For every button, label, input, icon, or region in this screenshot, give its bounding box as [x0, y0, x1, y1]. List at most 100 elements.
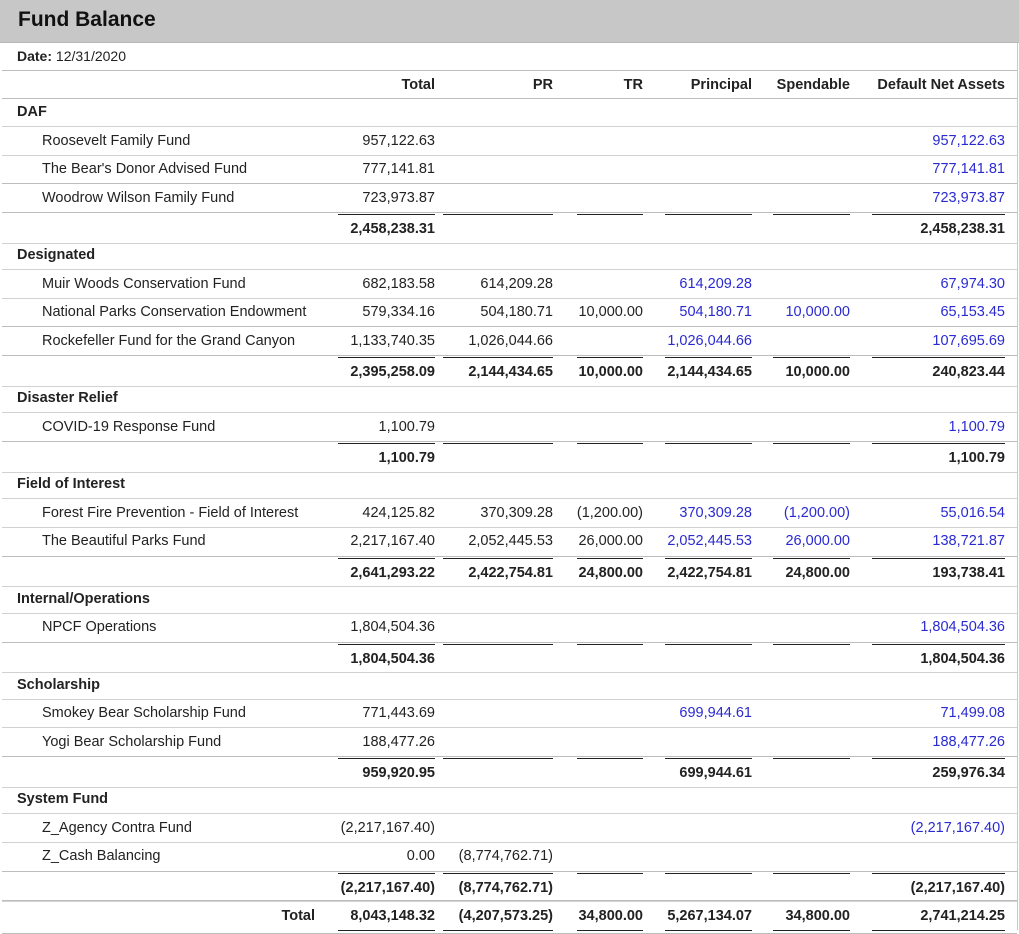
value-default-net-assets: 1,804,504.36 [920, 619, 1005, 635]
row-divider [2, 756, 1017, 757]
fund-name: COVID-19 Response Fund [42, 418, 216, 435]
value-principal: 370,309.28 [679, 504, 752, 521]
subtotal-rule [773, 557, 850, 559]
value-default-net-assets: 1,804,504.36 [920, 650, 1005, 667]
subtotal-rule [577, 357, 643, 358]
value-total: 0.00 [406, 848, 435, 864]
column-header-principal: Principal [690, 77, 752, 93]
value-default-net-assets: 65,153.45 [940, 304, 1005, 320]
row-divider [2, 412, 1017, 413]
value-tr: 10,000.00 [578, 304, 643, 320]
category-heading: Internal/Operations [17, 590, 150, 607]
subtotal-rule [773, 929, 850, 931]
fund-name: National Parks Conservation Endowment [42, 304, 307, 320]
row-divider [2, 355, 1017, 356]
row-divider [2, 297, 1017, 299]
subtotal-rule [443, 643, 553, 645]
value-default-net-assets: 138,721.87 [932, 533, 1005, 549]
row-divider [2, 899, 1017, 901]
value-total: 579,334.16 [362, 304, 435, 320]
subtotal-rule [338, 643, 435, 645]
value-total: 2,217,167.40 [350, 533, 435, 549]
category-heading: DAF [17, 104, 47, 120]
row-divider [2, 98, 1017, 99]
row-divider [2, 813, 1017, 814]
fund-name: Z_Cash Balancing [42, 848, 161, 864]
row-divider [2, 932, 1017, 934]
subtotal-rule [872, 357, 1005, 358]
value-total: 1,133,740.35 [350, 332, 435, 349]
row-divider [2, 183, 1017, 184]
subtotal-rule [577, 758, 643, 759]
fund-name: Woodrow Wilson Family Fund [42, 189, 235, 206]
value-default-net-assets: 2,741,214.25 [920, 907, 1005, 924]
row-divider [2, 154, 1017, 156]
value-default-net-assets: (2,217,167.40) [910, 879, 1005, 896]
category-heading: Disaster Relief [17, 390, 118, 406]
value-default-net-assets: 723,973.87 [932, 189, 1005, 206]
subtotal-rule [665, 557, 752, 559]
value-total: 1,100.79 [378, 418, 435, 435]
subtotal-rule [872, 872, 1005, 874]
subtotal-rule [338, 214, 435, 215]
report-date: Date: 12/31/2020 [17, 48, 126, 64]
row-divider [2, 326, 1017, 327]
value-pr: 1,026,044.66 [468, 332, 553, 349]
value-default-net-assets: 193,738.41 [932, 564, 1005, 581]
value-tr: 10,000.00 [578, 364, 643, 380]
value-principal: 2,422,754.81 [667, 564, 752, 581]
subtotal-rule [872, 443, 1005, 444]
row-divider [2, 126, 1017, 127]
subtotal-rule [338, 443, 435, 444]
date-value: 12/31/2020 [55, 48, 126, 64]
value-default-net-assets: 957,122.63 [932, 132, 1005, 149]
value-default-net-assets: 259,976.34 [932, 765, 1005, 781]
value-total: 959,920.95 [362, 765, 435, 781]
subtotal-rule [577, 214, 643, 215]
report-title: Fund Balance [18, 8, 156, 31]
value-default-net-assets: 67,974.30 [940, 275, 1005, 292]
value-pr: (4,207,573.25) [458, 907, 553, 924]
grand-total-label: Total [281, 907, 315, 924]
subtotal-rule [443, 443, 553, 444]
value-total: 2,641,293.22 [350, 564, 435, 581]
fund-name: NPCF Operations [42, 619, 157, 635]
value-total: 777,141.81 [362, 161, 435, 177]
subtotal-rule [338, 357, 435, 358]
report-title-bar: Fund Balance [0, 0, 1019, 43]
row-divider [2, 672, 1017, 673]
value-tr: 34,800.00 [578, 907, 643, 924]
subtotal-rule [443, 872, 553, 874]
value-pr: 504,180.71 [480, 304, 553, 320]
value-principal: 2,052,445.53 [667, 533, 752, 549]
subtotal-rule [665, 758, 752, 759]
subtotal-rule [872, 929, 1005, 931]
fund-name: Roosevelt Family Fund [42, 132, 191, 149]
value-default-net-assets: (2,217,167.40) [910, 819, 1005, 836]
fund-name: Z_Agency Contra Fund [42, 819, 192, 836]
subtotal-rule [665, 357, 752, 358]
value-pr: 2,422,754.81 [468, 564, 553, 581]
subtotal-rule [577, 643, 643, 645]
category-heading: Field of Interest [17, 476, 125, 492]
value-total: 957,122.63 [362, 132, 435, 149]
subtotal-rule [577, 929, 643, 931]
category-heading: Scholarship [17, 676, 100, 693]
value-default-net-assets: 777,141.81 [932, 161, 1005, 177]
value-default-net-assets: 1,100.79 [948, 450, 1005, 466]
subtotal-rule [872, 758, 1005, 759]
subtotal-rule [338, 872, 435, 874]
subtotal-rule [773, 357, 850, 358]
row-divider [2, 242, 1017, 244]
column-header-tr: TR [623, 77, 643, 93]
value-spendable: 10,000.00 [785, 364, 850, 380]
row-divider [2, 70, 1017, 71]
row-divider [2, 586, 1017, 587]
subtotal-rule [443, 557, 553, 559]
value-default-net-assets: 240,823.44 [932, 364, 1005, 380]
fund-name: The Bear's Donor Advised Fund [42, 161, 248, 177]
fund-name: Forest Fire Prevention - Field of Intere… [42, 504, 299, 521]
subtotal-rule [773, 643, 850, 645]
subtotal-rule [773, 872, 850, 874]
subtotal-rule [773, 214, 850, 215]
